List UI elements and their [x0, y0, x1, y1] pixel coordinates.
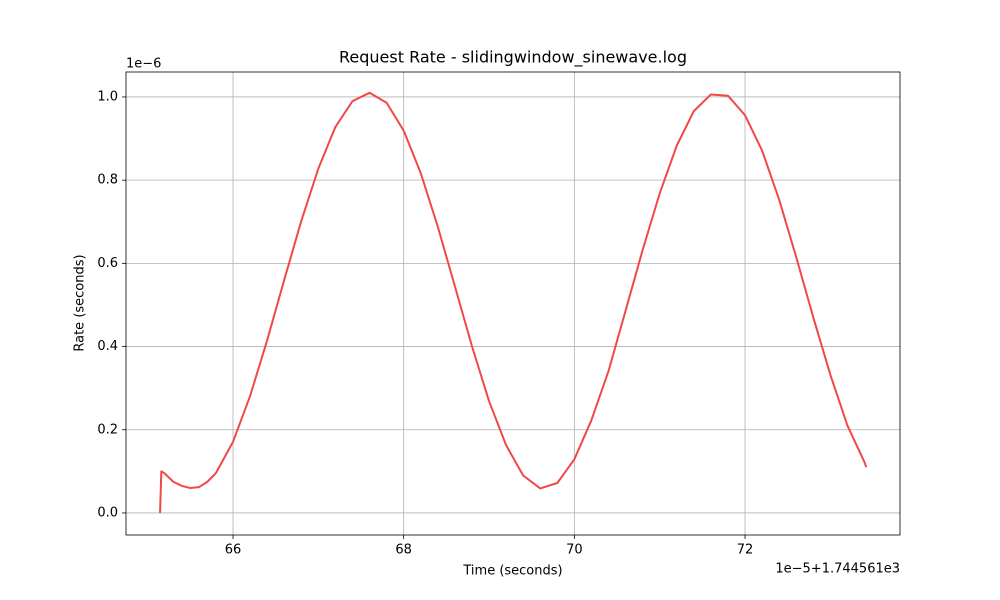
y-tick-label: 0.4 — [97, 339, 118, 354]
y-tick-label: 0.8 — [97, 173, 118, 188]
y-tick-label: 0.2 — [97, 422, 118, 437]
x-tick-label: 70 — [566, 543, 583, 558]
chart-title: Request Rate - slidingwindow_sinewave.lo… — [339, 48, 687, 68]
y-offset-label: 1e−6 — [126, 57, 161, 72]
data-line — [159, 91, 868, 513]
x-tick-label: 68 — [395, 543, 412, 558]
x-offset-label: 1e−5+1.744561e3 — [775, 562, 900, 577]
x-tick-label: 66 — [225, 543, 242, 558]
x-tick-label: 72 — [737, 543, 754, 558]
y-tick-label: 0.6 — [97, 256, 118, 271]
y-tick-label: 1.0 — [97, 89, 118, 104]
y-tick-label: 0.0 — [97, 505, 118, 520]
y-axis-label: Rate (seconds) — [73, 254, 88, 351]
x-axis-label: Time (seconds) — [462, 564, 562, 579]
plot-frame — [125, 71, 901, 536]
